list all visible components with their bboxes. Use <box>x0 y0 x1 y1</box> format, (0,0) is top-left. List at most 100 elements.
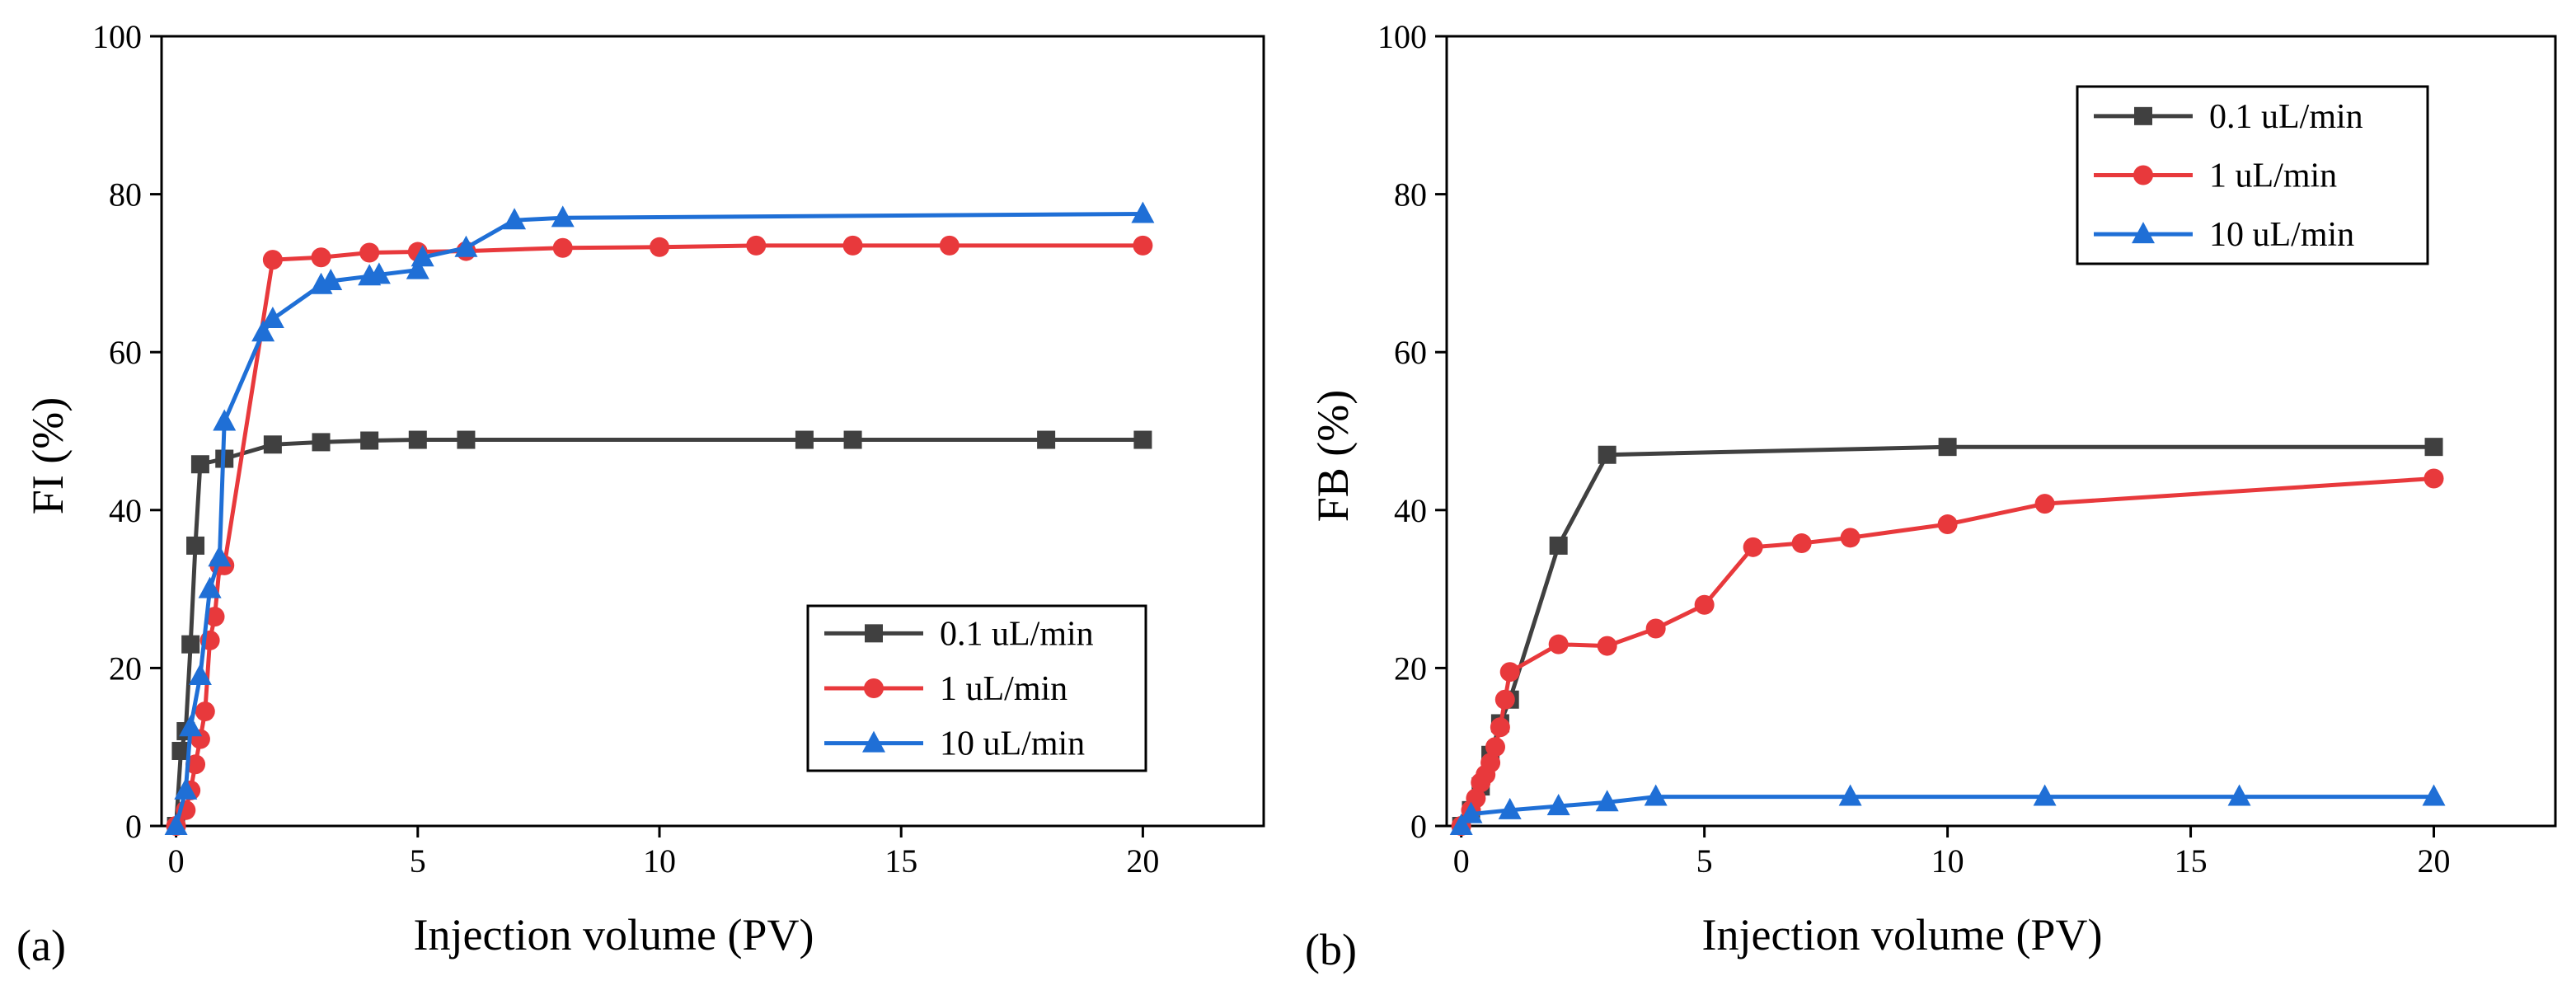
data-point-10-ul-min <box>503 208 527 230</box>
legend-label: 1 uL/min <box>940 670 1067 708</box>
y-tick-label: 100 <box>1377 18 1427 55</box>
data-point-1-ul-min <box>1480 753 1501 773</box>
data-point-0-1-ul-min <box>408 430 427 449</box>
data-point-1-ul-min <box>311 247 331 268</box>
data-point-1-ul-min <box>185 754 206 775</box>
series-line-0-1-ul-min <box>174 438 1143 827</box>
data-point-10-ul-min <box>174 777 198 800</box>
data-point-10-ul-min <box>1644 784 1668 806</box>
y-tick-label: 20 <box>109 650 142 687</box>
data-point-1-ul-min <box>1133 235 1153 256</box>
x-tick-label: 5 <box>410 842 426 880</box>
panel-label-a: (a) <box>16 921 66 970</box>
data-point-10-ul-min <box>1498 797 1522 819</box>
y-tick-label: 0 <box>125 808 142 845</box>
x-tick-label: 10 <box>1931 842 1964 880</box>
data-point-0-1-ul-min <box>2424 438 2443 457</box>
data-point-10-ul-min <box>251 320 275 342</box>
data-point-0-1-ul-min <box>360 431 379 450</box>
legend-marker <box>2132 222 2155 244</box>
data-point-10-ul-min <box>179 715 203 737</box>
data-point-10-ul-min <box>260 306 284 328</box>
data-point-10-ul-min <box>551 205 575 228</box>
legend-label: 10 uL/min <box>940 725 1085 763</box>
data-point-0-1-ul-min <box>1133 430 1152 449</box>
y-tick-label: 80 <box>1394 176 1427 213</box>
series-1-ul-min <box>1451 468 2444 836</box>
data-point-10-ul-min <box>406 257 429 279</box>
x-tick-label: 0 <box>168 842 185 880</box>
data-point-1-ul-min <box>1494 689 1515 710</box>
legend-label: 1 uL/min <box>2209 157 2337 195</box>
data-point-10-ul-min <box>454 235 478 257</box>
data-point-0-1-ul-min <box>312 433 331 452</box>
data-point-1-ul-min <box>552 237 573 258</box>
data-point-0-1-ul-min <box>263 435 282 454</box>
panel-label-b: (b) <box>1305 925 1357 974</box>
y-axis-title: FB (%) <box>1308 390 1358 523</box>
data-point-10-ul-min <box>319 268 343 290</box>
x-tick-label: 10 <box>643 842 676 880</box>
y-axis-title: FI (%) <box>23 397 73 514</box>
x-axis-title: Injection volume (PV) <box>414 910 814 959</box>
y-tick-label: 60 <box>109 334 142 371</box>
data-point-10-ul-min <box>1546 794 1570 816</box>
legend-marker <box>2133 165 2153 185</box>
y-tick-label: 40 <box>1394 492 1427 529</box>
series-0-1-ul-min <box>1452 438 2443 835</box>
data-point-0-1-ul-min <box>795 430 814 449</box>
x-tick-label: 20 <box>2418 842 2451 880</box>
data-point-1-ul-min <box>746 235 767 256</box>
data-point-0-1-ul-min <box>1598 445 1616 464</box>
y-tick-label: 80 <box>109 176 142 213</box>
legend-marker <box>2134 106 2152 125</box>
data-point-10-ul-min <box>213 409 237 431</box>
data-point-1-ul-min <box>1597 636 1617 656</box>
data-point-1-ul-min <box>1485 737 1505 758</box>
data-point-0-1-ul-min <box>171 741 190 760</box>
data-point-1-ul-min <box>204 607 225 627</box>
legend-marker <box>864 678 884 698</box>
data-point-1-ul-min <box>1490 717 1510 738</box>
data-point-1-ul-min <box>649 237 669 257</box>
legend-marker <box>865 624 883 643</box>
data-point-0-1-ul-min <box>1037 430 1056 449</box>
data-point-10-ul-min <box>198 576 222 598</box>
data-point-10-ul-min <box>188 663 212 685</box>
data-point-1-ul-min <box>1694 594 1715 615</box>
y-tick-label: 100 <box>92 18 142 55</box>
data-point-1-ul-min <box>1937 514 1958 535</box>
data-point-1-ul-min <box>2034 494 2055 514</box>
x-tick-label: 15 <box>2175 842 2208 880</box>
y-tick-label: 20 <box>1394 650 1427 687</box>
data-point-1-ul-min <box>1791 533 1812 554</box>
data-point-0-1-ul-min <box>186 536 205 555</box>
series-10-ul-min <box>1449 784 2446 835</box>
x-tick-label: 5 <box>1696 842 1713 880</box>
data-point-0-1-ul-min <box>190 455 209 474</box>
legend-marker <box>862 730 885 753</box>
legend-label: 0.1 uL/min <box>940 615 1094 653</box>
data-point-10-ul-min <box>208 545 232 567</box>
data-point-1-ul-min <box>939 235 960 256</box>
data-point-10-ul-min <box>2227 784 2251 806</box>
y-tick-label: 0 <box>1410 808 1427 845</box>
x-tick-label: 0 <box>1453 842 1470 880</box>
x-axis-title: Injection volume (PV) <box>1702 910 2103 959</box>
legend: 0.1 uL/min 1 uL/min 10 uL/min <box>2076 85 2429 265</box>
data-point-10-ul-min <box>2422 784 2446 806</box>
legend-label: 10 uL/min <box>2209 216 2354 254</box>
data-point-10-ul-min <box>164 814 188 835</box>
data-point-10-ul-min <box>1131 201 1155 223</box>
series-line-10-ul-min <box>1459 795 2434 828</box>
data-point-10-ul-min <box>367 262 391 284</box>
data-point-0-1-ul-min <box>181 635 200 654</box>
data-point-10-ul-min <box>1449 814 1473 835</box>
data-point-10-ul-min <box>411 245 434 267</box>
data-point-0-1-ul-min <box>843 430 862 449</box>
plot-frame <box>160 35 1265 828</box>
data-point-0-1-ul-min <box>457 430 476 449</box>
data-point-1-ul-min <box>1743 537 1763 557</box>
data-point-1-ul-min <box>2424 468 2444 489</box>
